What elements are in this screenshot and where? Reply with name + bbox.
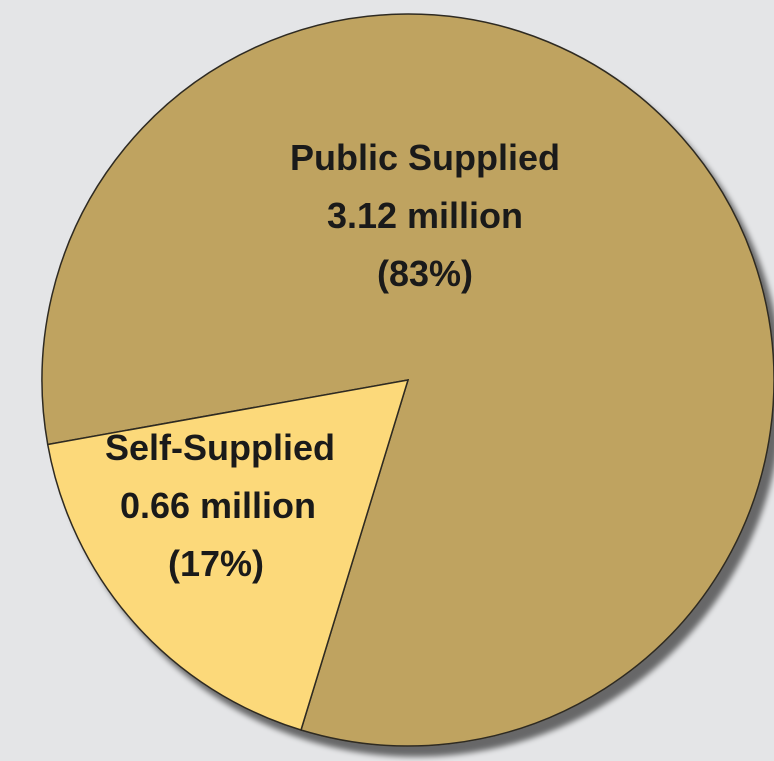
pie-slices [41,13,774,747]
slice-name-public-supplied: Public Supplied [290,137,560,178]
slice-percent-self-supplied: (17%) [168,543,264,584]
slice-value-public-supplied: 3.12 million [327,195,523,236]
pie-slice-self-supplied [46,379,410,731]
slice-label-public-supplied: Public Supplied 3.12 million (83%) [290,137,560,294]
slice-value-self-supplied: 0.66 million [120,485,316,526]
slice-name-self-supplied: Self-Supplied [105,427,335,468]
slice-label-self-supplied: Self-Supplied 0.66 million (17%) [105,427,335,584]
slice-percent-public-supplied: (83%) [377,253,473,294]
